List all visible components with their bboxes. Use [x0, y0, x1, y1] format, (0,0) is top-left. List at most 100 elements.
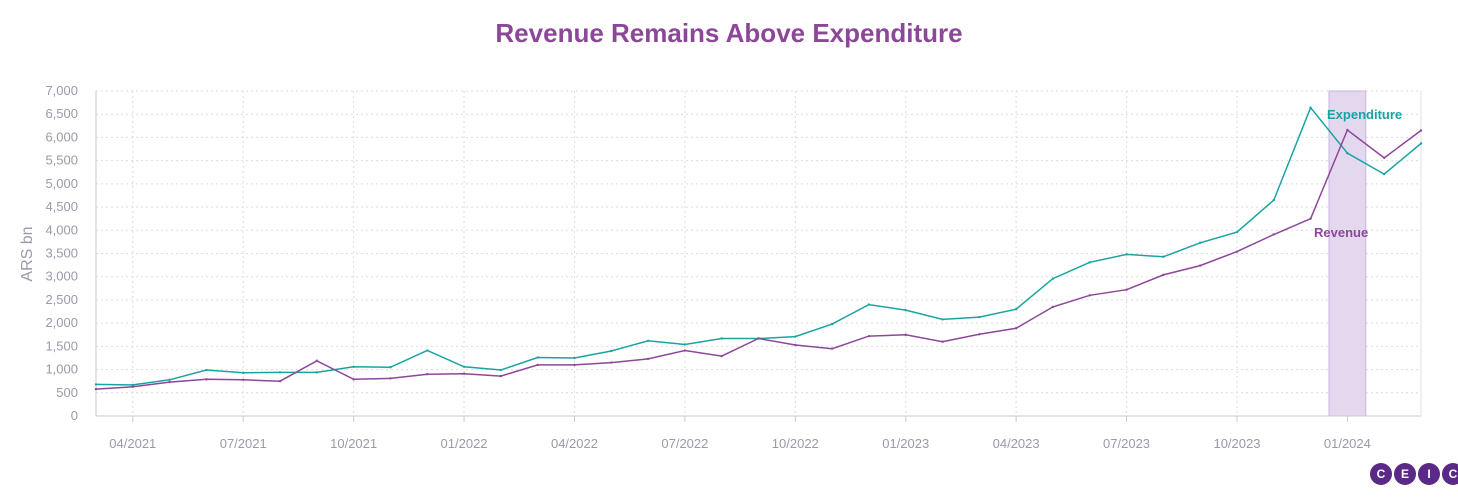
data-point-revenue	[168, 380, 171, 384]
x-tick-label: 01/2024	[1324, 436, 1371, 451]
data-point-revenue	[536, 363, 539, 367]
y-tick-label: 7,000	[45, 83, 78, 98]
data-point-revenue	[683, 349, 687, 352]
data-point-expenditure	[867, 303, 871, 306]
x-tick-label: 04/2022	[551, 436, 598, 451]
data-point-revenue	[315, 359, 319, 362]
data-point-expenditure	[205, 368, 208, 372]
y-tick-label: 0	[71, 408, 78, 423]
data-point-revenue	[646, 357, 650, 361]
data-point-revenue	[1309, 217, 1312, 220]
y-tick-label: 500	[56, 385, 78, 400]
y-tick-label: 5,000	[45, 176, 78, 191]
data-point-revenue	[352, 378, 355, 381]
data-point-expenditure	[720, 337, 723, 340]
data-point-expenditure	[573, 356, 576, 360]
data-point-revenue	[757, 337, 760, 340]
data-point-revenue	[941, 340, 944, 343]
data-point-expenditure	[499, 368, 503, 372]
data-point-revenue	[462, 372, 466, 375]
data-point-revenue	[1162, 273, 1165, 277]
data-point-revenue	[573, 363, 576, 367]
data-point-revenue	[904, 333, 907, 336]
y-tick-label: 5,500	[45, 153, 78, 168]
logo-letter: I	[1418, 463, 1440, 485]
y-tick-label: 1,000	[45, 362, 78, 377]
data-point-revenue	[1235, 250, 1239, 253]
data-point-expenditure	[941, 318, 944, 321]
y-tick-label: 2,500	[45, 292, 78, 307]
data-point-expenditure	[1088, 261, 1091, 264]
x-tick-label: 10/2022	[772, 436, 819, 451]
data-point-revenue	[1382, 156, 1386, 160]
x-tick-label: 07/2022	[661, 436, 708, 451]
data-point-expenditure	[1419, 142, 1423, 145]
data-point-expenditure	[646, 339, 650, 342]
data-point-revenue	[1346, 128, 1349, 132]
data-point-expenditure	[278, 371, 282, 374]
data-point-expenditure	[830, 322, 834, 326]
data-point-expenditure	[389, 366, 392, 369]
series-line-revenue	[95, 128, 1422, 390]
y-tick-label: 3,000	[45, 269, 78, 284]
x-tick-label: 01/2022	[441, 436, 488, 451]
data-point-expenditure	[426, 349, 429, 352]
data-point-expenditure	[610, 349, 613, 353]
data-point-revenue	[1051, 305, 1055, 309]
data-point-expenditure	[1162, 255, 1165, 258]
axes: 0 500 1,000 1,500 2,000 2,500 3,000 3,500 4,000 4…	[45, 83, 1422, 451]
y-tick-label: 2,000	[45, 315, 78, 330]
x-tick-label: 07/2021	[220, 436, 267, 451]
series-label-expenditure: Expenditure	[1327, 107, 1402, 122]
data-point-revenue	[426, 373, 429, 376]
data-point-revenue	[794, 343, 797, 347]
highlight-band	[1328, 90, 1367, 417]
data-point-expenditure	[1346, 152, 1349, 155]
data-point-revenue	[499, 374, 503, 378]
logo-letter: E	[1394, 463, 1416, 485]
x-tick-label: 10/2023	[1213, 436, 1260, 451]
data-point-expenditure	[1272, 198, 1275, 202]
data-point-expenditure	[1198, 241, 1202, 245]
data-point-expenditure	[242, 371, 245, 375]
data-point-expenditure	[1235, 230, 1239, 234]
logo-letter: C	[1442, 463, 1458, 485]
data-point-expenditure	[536, 356, 539, 359]
y-tick-label: 4,000	[45, 222, 78, 237]
x-tick-label: 10/2021	[330, 436, 377, 451]
data-point-revenue	[278, 379, 282, 383]
data-point-revenue	[978, 333, 981, 336]
data-point-expenditure	[1309, 106, 1312, 109]
data-point-expenditure	[1051, 277, 1055, 280]
ceic-logo: C E I C	[1370, 463, 1458, 485]
series: Expenditure Revenue	[94, 106, 1423, 391]
y-tick-label: 3,500	[45, 246, 78, 261]
data-point-revenue	[720, 354, 723, 358]
y-tick-label: 1,500	[45, 338, 78, 353]
data-point-expenditure	[352, 365, 355, 368]
data-point-revenue	[830, 347, 834, 350]
x-tick-label: 01/2023	[882, 436, 929, 451]
data-point-expenditure	[168, 378, 171, 381]
data-point-expenditure	[462, 365, 466, 368]
data-point-revenue	[1088, 294, 1091, 297]
data-point-expenditure	[94, 383, 98, 386]
logo-letter: C	[1370, 463, 1392, 485]
series-line-expenditure	[95, 106, 1422, 386]
data-point-expenditure	[683, 343, 687, 346]
data-point-expenditure	[1014, 308, 1018, 311]
data-point-revenue	[610, 361, 613, 364]
data-point-expenditure	[315, 371, 319, 374]
y-tick-label: 6,500	[45, 106, 78, 121]
data-point-revenue	[205, 378, 208, 381]
x-tick-label: 04/2021	[109, 436, 156, 451]
data-point-revenue	[389, 377, 392, 380]
grid	[96, 90, 1421, 417]
data-point-revenue	[94, 387, 98, 391]
data-point-expenditure	[978, 315, 981, 319]
data-point-revenue	[1272, 233, 1275, 236]
y-tick-label: 4,500	[45, 199, 78, 214]
data-point-revenue	[131, 385, 135, 388]
data-point-revenue	[242, 378, 245, 381]
